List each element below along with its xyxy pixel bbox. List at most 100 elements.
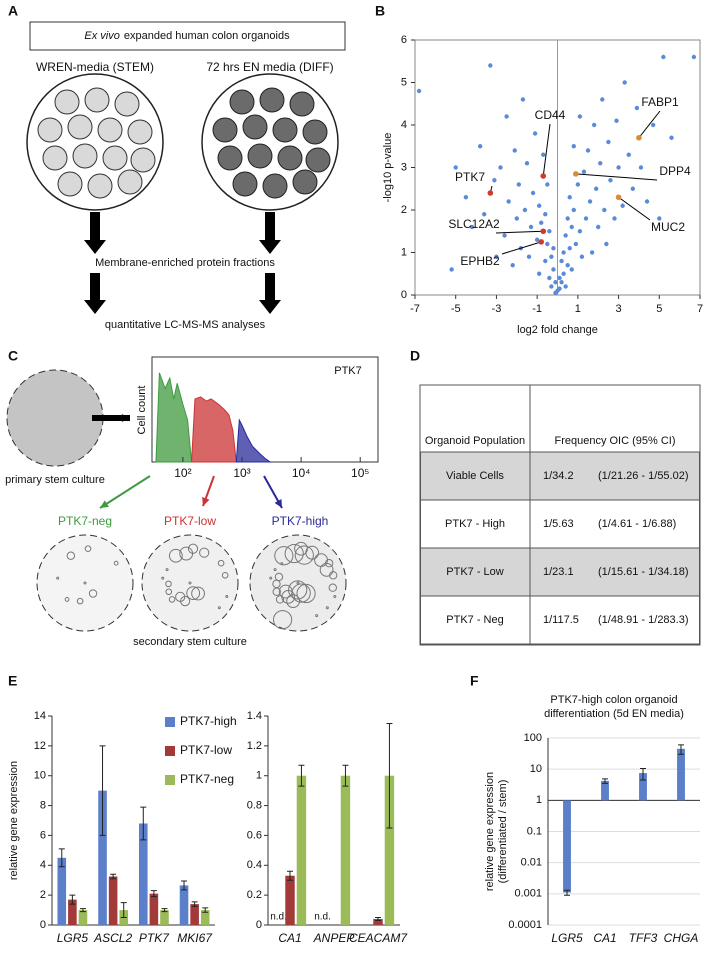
y-axis-label: (differentiated / stem) — [497, 780, 509, 884]
error-bar — [287, 870, 293, 881]
point — [512, 148, 517, 153]
point — [565, 216, 570, 221]
point — [498, 165, 503, 170]
x-tick-label: CEACAM7 — [349, 931, 408, 945]
point — [549, 254, 554, 259]
organoid — [42, 145, 68, 171]
legend-label: PTK7-neg — [180, 772, 234, 786]
y-tick-label: 3 — [401, 161, 407, 173]
error-bar — [298, 764, 305, 787]
organoid — [280, 562, 284, 566]
organoid — [294, 545, 314, 565]
point — [622, 80, 627, 85]
organoid — [229, 89, 255, 115]
point — [600, 97, 605, 102]
organoid — [225, 594, 229, 598]
point — [539, 220, 544, 225]
point — [585, 148, 591, 153]
point — [530, 190, 536, 196]
error-bar — [79, 908, 86, 913]
organoid — [284, 543, 304, 564]
x-tick-label: 10⁵ — [351, 466, 369, 480]
header-box — [29, 21, 346, 51]
histogram-area — [155, 372, 193, 463]
organoid — [272, 117, 298, 143]
bar — [149, 893, 159, 925]
organoid — [305, 147, 331, 173]
histogram-area — [191, 396, 237, 463]
annotation: EPHB2 — [460, 254, 500, 268]
point — [593, 186, 599, 191]
table-cell: 1/5.63 — [543, 518, 574, 530]
organoid — [76, 597, 84, 605]
error-bar — [191, 901, 198, 907]
organoid — [165, 568, 169, 572]
point — [575, 182, 581, 187]
point — [551, 267, 556, 272]
organoid — [54, 89, 80, 115]
leader-line — [542, 123, 551, 177]
organoid — [217, 145, 243, 171]
bar — [601, 780, 609, 801]
bar — [190, 904, 199, 925]
organoid — [277, 145, 303, 171]
organoid — [212, 117, 238, 143]
panel-letter: D — [410, 348, 420, 364]
value-label: n.d. — [314, 912, 331, 923]
organoid — [199, 547, 210, 558]
point — [522, 207, 528, 213]
table-cell: PTK7 - Neg — [446, 614, 503, 626]
point — [569, 267, 574, 272]
highlight-point — [487, 190, 494, 196]
y-tick-label: 1.4 — [247, 710, 262, 722]
error-bar — [678, 744, 684, 755]
x-tick-label: 5 — [656, 303, 662, 315]
annotation: DPP4 — [659, 164, 691, 178]
x-tick-label: -7 — [410, 303, 420, 315]
point — [545, 182, 550, 187]
organoid — [130, 147, 156, 173]
organoid — [275, 595, 285, 604]
x-tick-label: CHGA — [664, 931, 699, 945]
error-bar — [181, 880, 188, 891]
annotation: CD44 — [535, 108, 566, 122]
leader-line — [501, 241, 542, 255]
bar — [138, 823, 148, 925]
leader-line — [618, 196, 651, 221]
chart-title: PTK7 — [334, 365, 362, 377]
primary-culture — [6, 369, 104, 467]
point — [614, 118, 619, 123]
point — [526, 254, 532, 259]
x-tick-label: 10² — [174, 466, 191, 480]
arrow-head — [100, 500, 109, 508]
organoid — [188, 581, 192, 585]
point — [453, 165, 458, 170]
point — [463, 195, 469, 200]
point — [494, 254, 499, 259]
legend-swatch — [165, 775, 175, 785]
high-culture — [249, 534, 347, 632]
error-bar — [110, 873, 117, 880]
error-bar — [161, 908, 168, 913]
point — [545, 241, 550, 247]
error-bar — [150, 890, 157, 898]
leader-line — [575, 173, 658, 181]
highlight-point — [636, 134, 642, 141]
organoid — [274, 572, 284, 582]
error-bar — [120, 902, 127, 919]
panel-letter: C — [8, 348, 18, 364]
x-tick-label: LGR5 — [57, 931, 89, 945]
bar — [57, 857, 67, 925]
bar — [68, 899, 77, 925]
table-row — [420, 595, 700, 645]
organoid — [168, 548, 183, 563]
point — [577, 229, 583, 234]
point — [598, 161, 603, 166]
organoid — [64, 597, 70, 602]
y-tick-label: 10 — [34, 770, 46, 782]
point — [579, 254, 585, 259]
organoid — [259, 87, 285, 113]
x-tick-label: 3 — [616, 303, 622, 315]
y-tick-label: 0.4 — [247, 859, 262, 871]
error-bar — [202, 907, 209, 913]
